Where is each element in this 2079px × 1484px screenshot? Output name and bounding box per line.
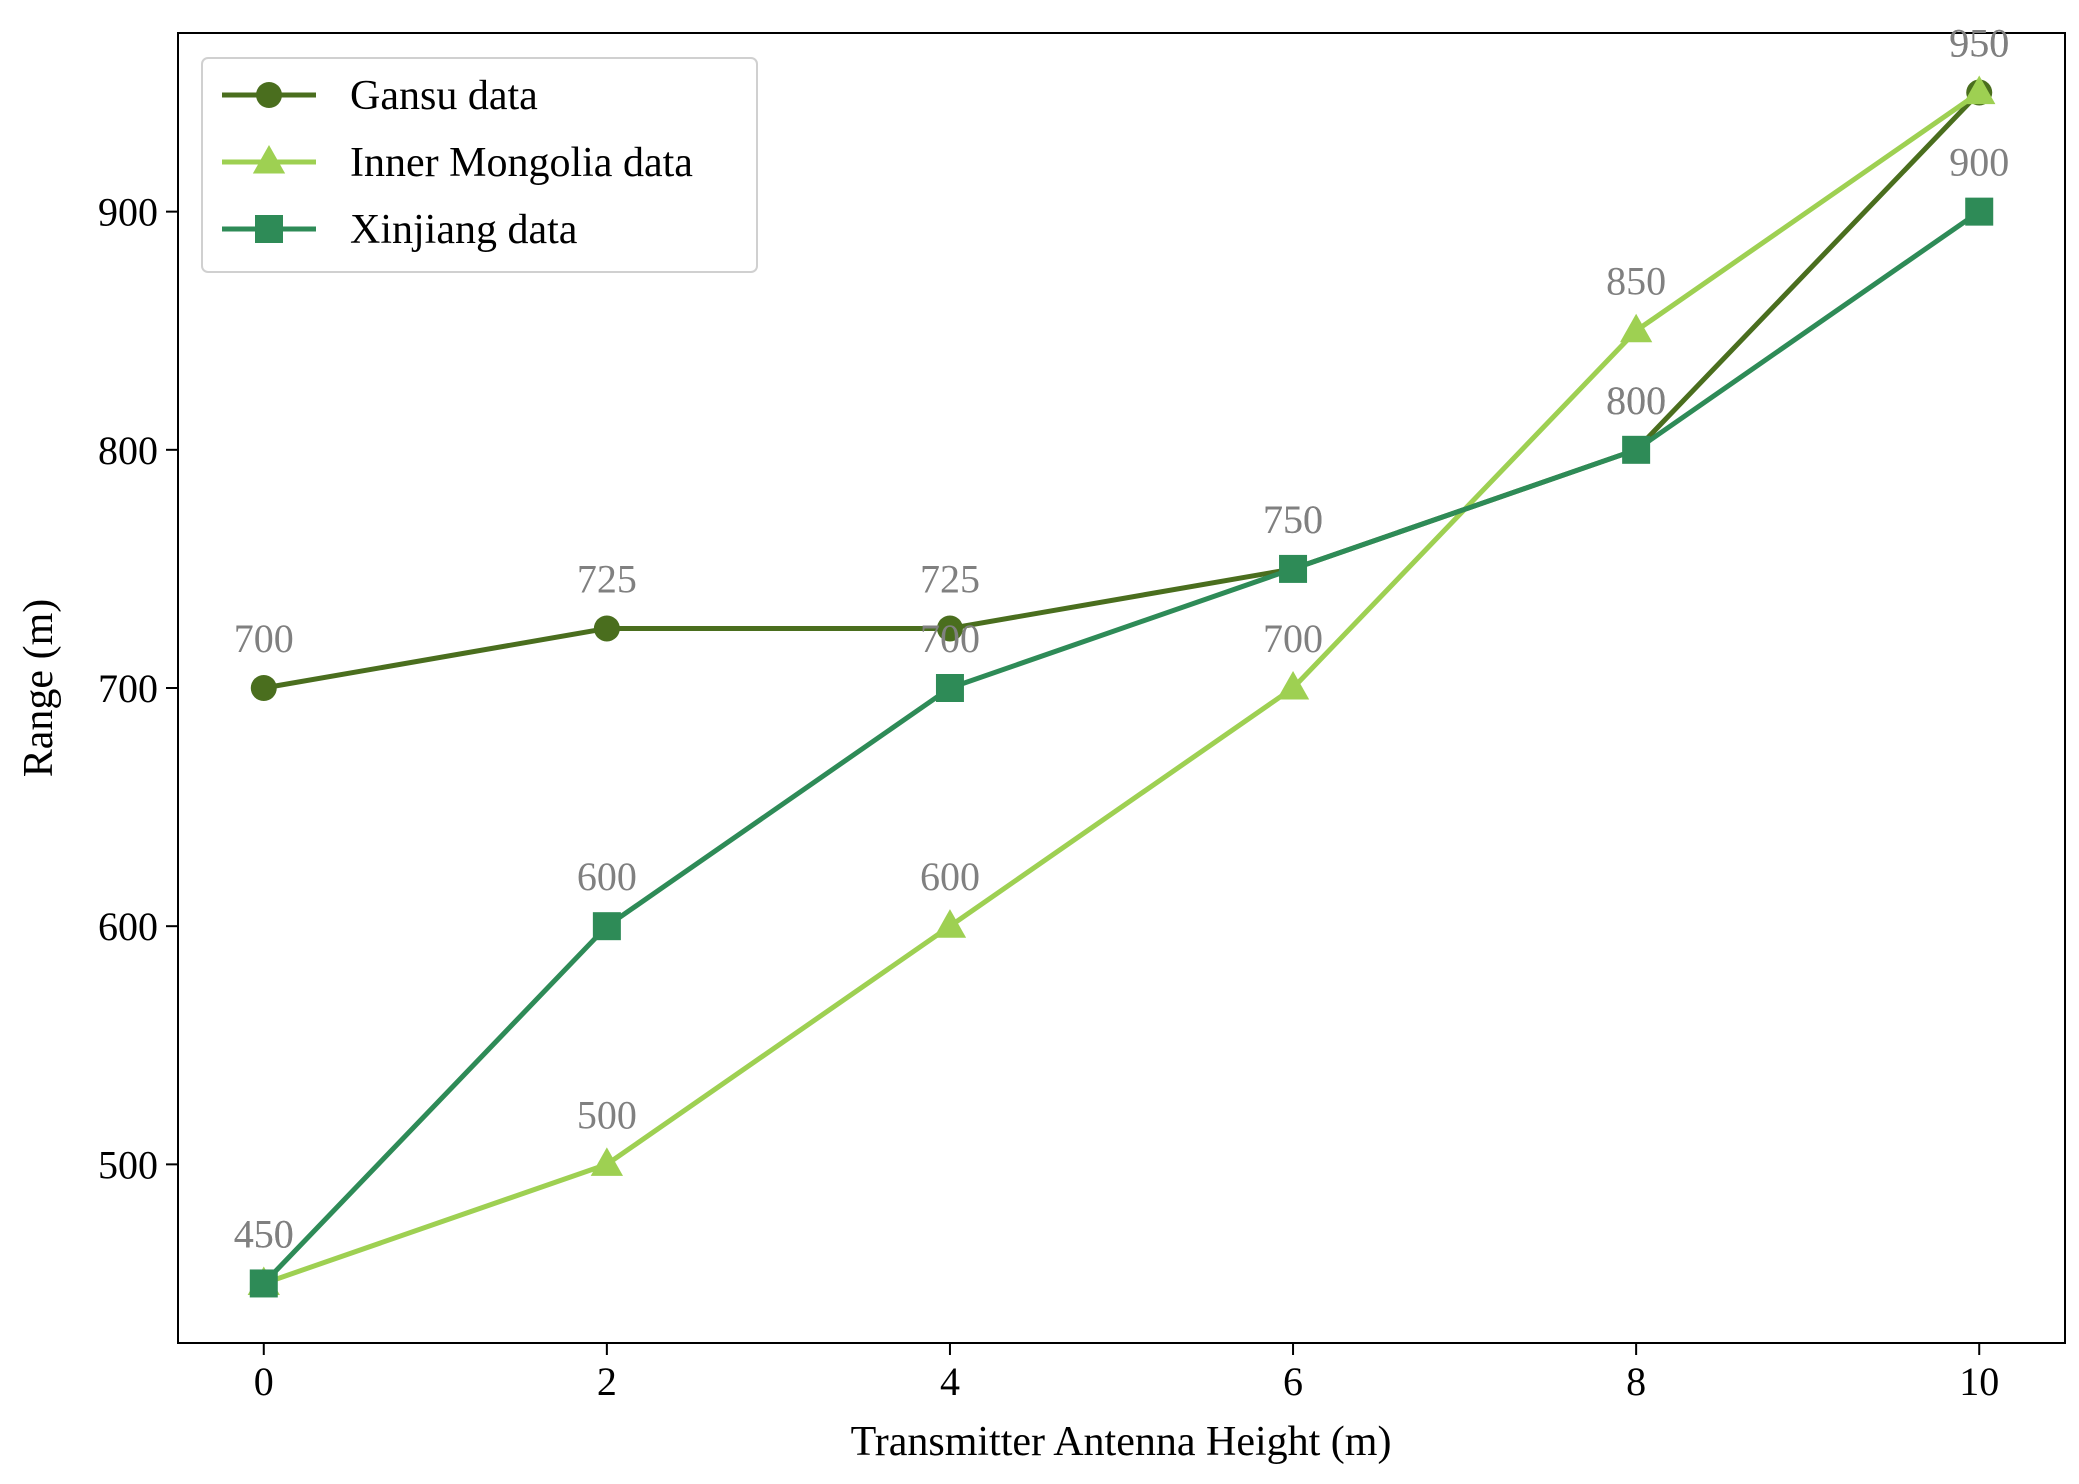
data-point-circle [593, 615, 620, 642]
legend-box [201, 57, 758, 273]
data-point-triangle [1963, 75, 1996, 105]
data-label: 725 [577, 556, 637, 601]
series-layer [247, 75, 1996, 1298]
data-point-square [935, 674, 964, 702]
y-tick-label: 500 [98, 1142, 158, 1187]
data-label: 600 [577, 854, 637, 899]
series-line [261, 209, 1981, 1286]
data-point-square [1965, 197, 1994, 226]
y-tick-label: 700 [98, 666, 158, 711]
x-tick-label: 4 [940, 1359, 960, 1404]
data-point-triangle [1276, 671, 1310, 700]
data-label: 450 [234, 1211, 294, 1256]
legend-entry: Gansu data [222, 73, 538, 119]
data-label: 450 [234, 1211, 294, 1256]
data-label: 700 [234, 616, 294, 661]
data-label: 750 [1263, 497, 1323, 542]
legend-marker-square [255, 215, 283, 243]
x-tick-label: 8 [1626, 1359, 1646, 1404]
y-axis-title: Range (m) [16, 599, 62, 777]
legend-marker-triangle [252, 145, 286, 174]
data-label: 750 [1263, 497, 1323, 542]
data-point-square [249, 1269, 278, 1298]
data-label: 950 [1949, 21, 2009, 66]
data-label: 900 [1949, 140, 2009, 185]
data-point-circle [250, 675, 277, 701]
x-axis-title: Transmitter Antenna Height (m) [851, 1419, 1392, 1465]
ticks-layer: 0 2 4 6 8 10 500 600 700 800 900 [98, 190, 1999, 1404]
data-point-square [592, 912, 621, 941]
x-tick-label: 6 [1283, 1359, 1303, 1404]
y-tick-label: 800 [98, 428, 158, 473]
data-point-triangle [590, 1147, 624, 1176]
data-label: 700 [1263, 616, 1323, 661]
legend: Gansu data Inner Mongolia data Xinjiang da… [201, 57, 758, 273]
data-label: 850 [1606, 259, 1666, 304]
legend-entry: Inner Mongolia data [222, 140, 693, 186]
x-tick-label: 0 [254, 1359, 274, 1404]
data-label: 700 [920, 616, 980, 661]
x-tick-label: 2 [597, 1359, 617, 1404]
data-label: 950 [1949, 21, 2009, 66]
legend-entry: Xinjiang data [222, 207, 578, 253]
x-tick-label: 10 [1959, 1359, 1999, 1404]
series-line [262, 90, 1981, 1286]
data-label: 600 [920, 854, 980, 899]
data-label: 800 [1606, 378, 1666, 423]
legend-label: Xinjiang data [350, 207, 578, 253]
legend-label: Gansu data [350, 73, 538, 119]
legend-marker-circle [256, 82, 282, 108]
data-point-circle [936, 615, 963, 642]
data-label: 800 [1606, 378, 1666, 423]
data-point-square [1622, 435, 1651, 464]
data-point-triangle [933, 909, 967, 938]
data-label: 725 [920, 556, 980, 601]
y-tick-label: 900 [98, 190, 158, 235]
series-line [263, 90, 1982, 691]
series-xinjiang-data [249, 197, 1994, 1298]
legend-label: Inner Mongolia data [350, 140, 693, 186]
data-label: 500 [577, 1092, 637, 1137]
data-point-triangle [1619, 313, 1653, 343]
data-point-square [1279, 554, 1308, 583]
y-tick-label: 600 [98, 904, 158, 949]
